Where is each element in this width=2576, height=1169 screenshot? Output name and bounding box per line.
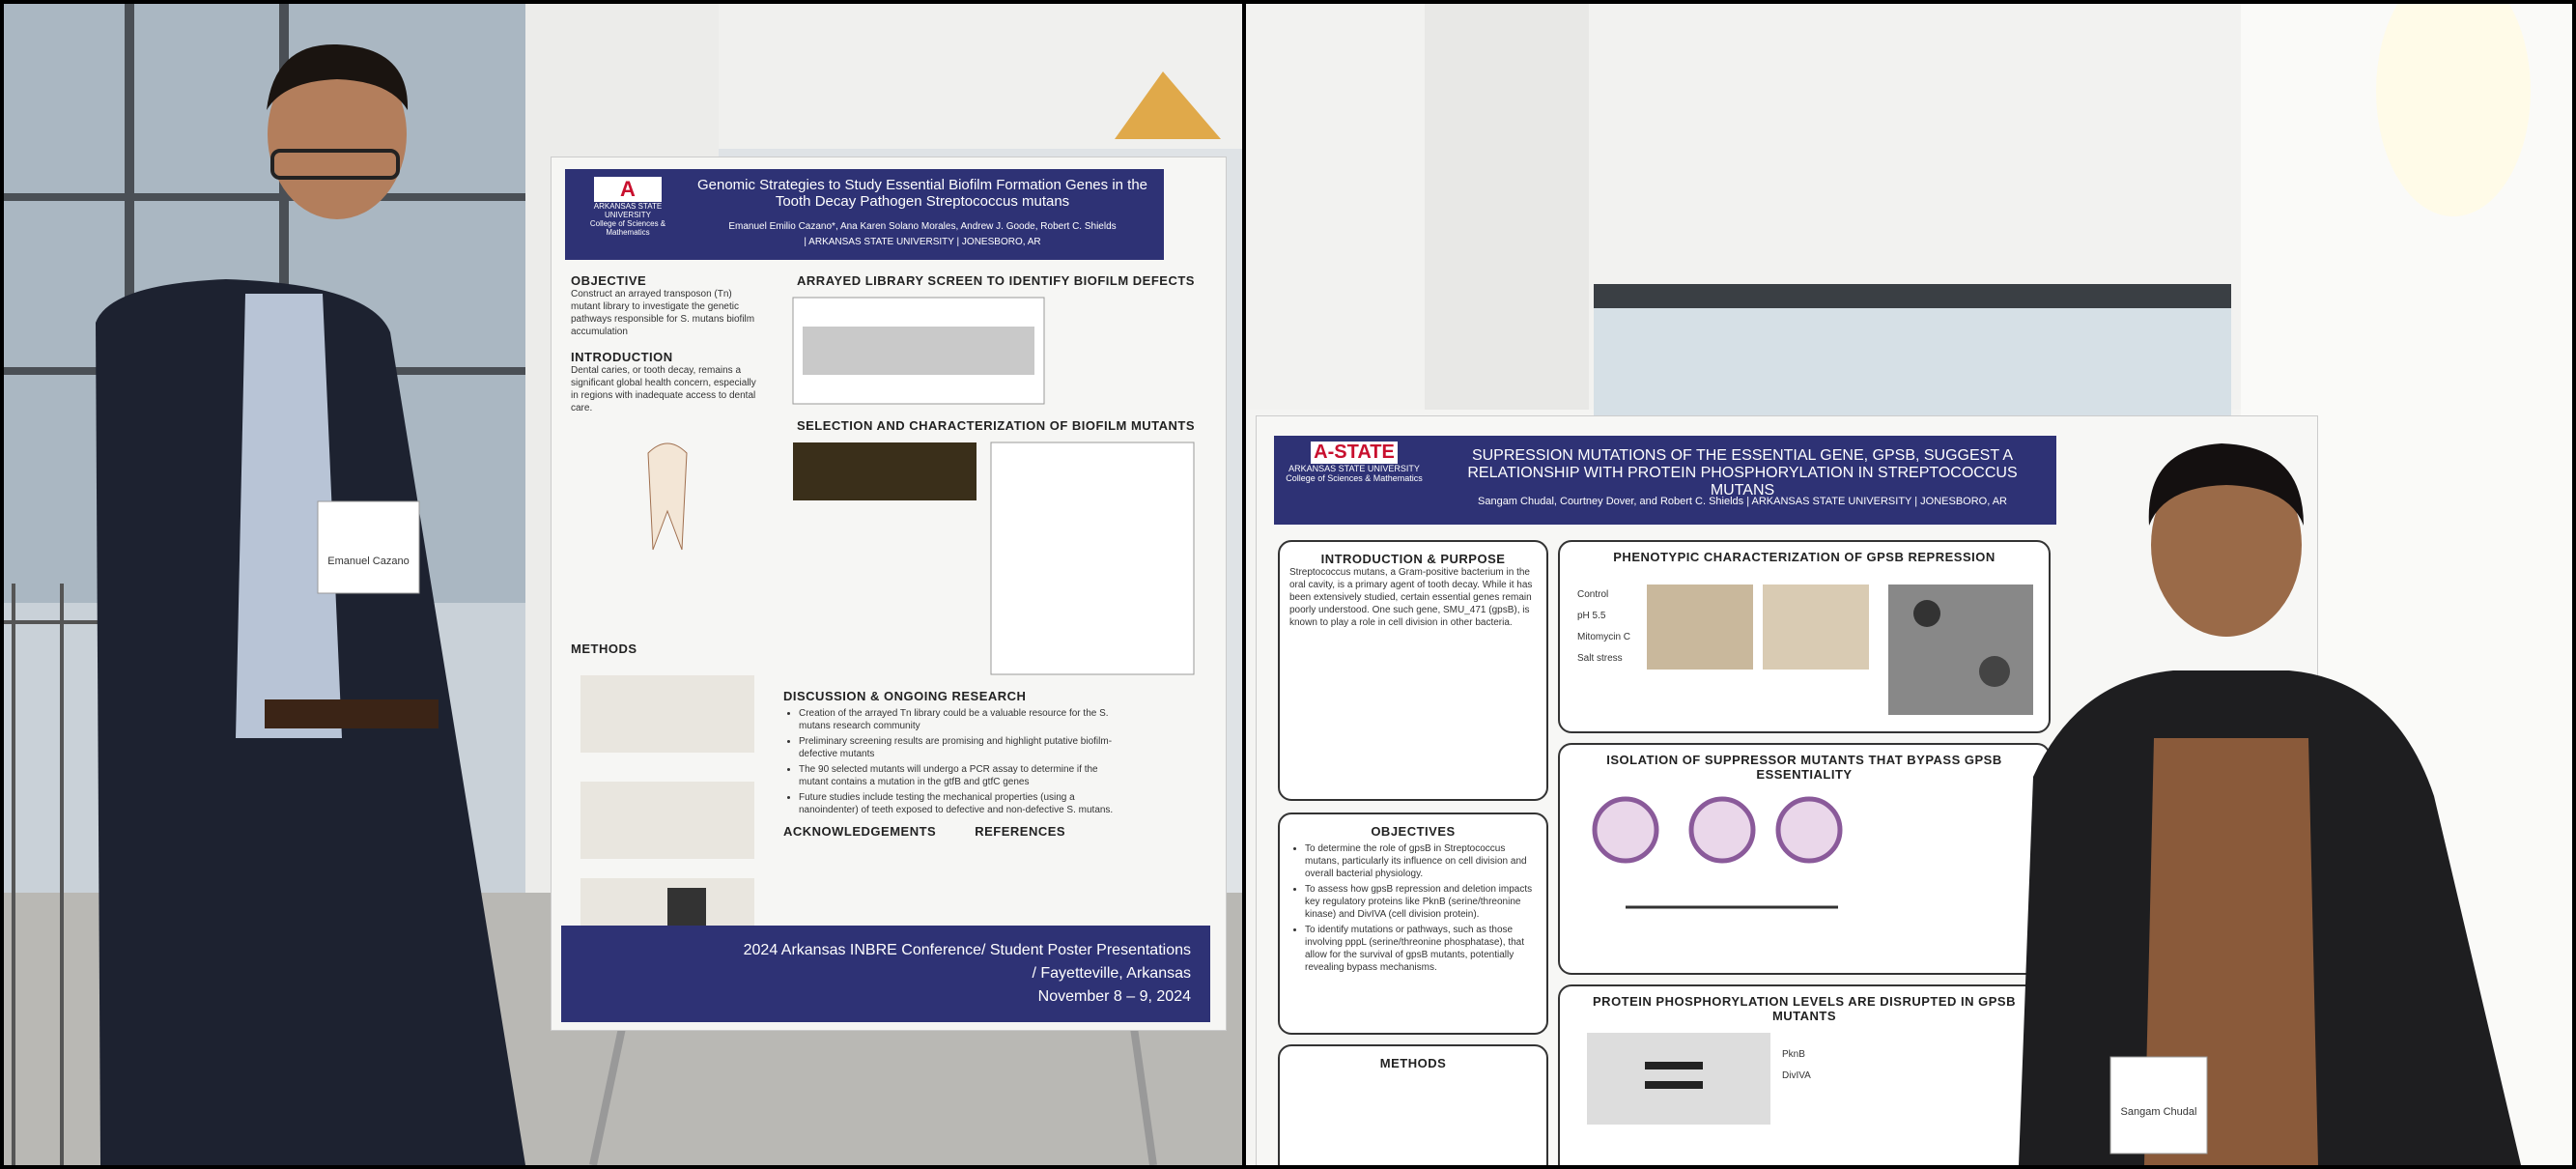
- methods-box: METHODS: [1278, 1044, 1548, 1165]
- row-label: Control: [1577, 589, 1609, 600]
- row-label: Mitomycin C: [1577, 632, 1631, 642]
- poster-header: A ARKANSAS STATE UNIVERSITY College of S…: [565, 169, 1164, 260]
- section-heading: DISCUSSION & ONGOING RESEARCH: [783, 689, 1027, 703]
- objectives-list: To determine the role of gpsB in Strepto…: [1289, 842, 1537, 974]
- discussion-item: Future studies include testing the mecha…: [799, 791, 1118, 816]
- tooth-figure: [647, 442, 688, 551]
- row-label: pH 5.5: [1577, 611, 1606, 621]
- badge-name: Emanuel Cazano: [327, 556, 410, 567]
- left-photo: Emanuel Cazano A ARKANSAS STATE UNIVERSI…: [4, 4, 1242, 1165]
- poster-authors: Sangam Chudal, Courtney Dover, and Rober…: [1478, 496, 1744, 507]
- section-text: Construct an arrayed transposon (Tn) mut…: [571, 289, 755, 337]
- objective-item: To assess how gpsB repression and deleti…: [1305, 883, 1537, 921]
- section-heading: PROTEIN PHOSPHORYLATION LEVELS ARE DISRU…: [1593, 994, 2016, 1023]
- right-photo: A-STATE ARKANSAS STATE UNIVERSITY Colleg…: [1246, 4, 2572, 1165]
- logo-college: College of Sciences & Mathematics: [589, 219, 666, 237]
- right-column: ARRAYED LIBRARY SCREEN TO IDENTIFY BIOFI…: [783, 273, 1208, 839]
- section-heading: ACKNOWLEDGEMENTS: [783, 824, 937, 839]
- discussion-list: Creation of the arrayed Tn library could…: [783, 707, 1118, 816]
- isolation-box: ISOLATION OF SUPPRESSOR MUTANTS THAT BYP…: [1558, 743, 2051, 975]
- objectives-box: OBJECTIVES To determine the role of gpsB…: [1278, 813, 1548, 1035]
- logo-mark: A: [594, 177, 662, 202]
- band-label: PknB: [1782, 1049, 1805, 1060]
- footer-line: 2024 Arkansas INBRE Conference/ Student …: [743, 942, 1191, 958]
- phenotypic-figure: [1647, 584, 2033, 715]
- row-label: Salt stress: [1577, 653, 1623, 664]
- poster-affiliation: | ARKANSAS STATE UNIVERSITY | JONESBORO,…: [1746, 496, 2007, 507]
- poster: A ARKANSAS STATE UNIVERSITY College of S…: [551, 157, 1227, 1031]
- section-heading: METHODS: [1379, 1056, 1447, 1070]
- section-heading: REFERENCES: [975, 824, 1066, 839]
- poster-title: Genomic Strategies to Study Essential Bi…: [696, 177, 1148, 210]
- logo-university: ARKANSAS STATE UNIVERSITY: [593, 202, 663, 219]
- logo-mark: A-STATE: [1311, 442, 1398, 464]
- logo: A-STATE ARKANSAS STATE UNIVERSITY Colleg…: [1282, 442, 1427, 483]
- poster-header: A-STATE ARKANSAS STATE UNIVERSITY Colleg…: [1274, 436, 2056, 525]
- section-heading: INTRODUCTION & PURPOSE: [1320, 552, 1506, 566]
- section-text: Dental caries, or tooth decay, remains a…: [571, 365, 756, 413]
- objective-item: To determine the role of gpsB in Strepto…: [1305, 842, 1537, 880]
- section-text: Streptococcus mutans, a Gram-positive ba…: [1289, 567, 1533, 628]
- western-blot: [1587, 1033, 1770, 1125]
- discussion-item: The 90 selected mutants will undergo a P…: [799, 763, 1118, 788]
- footer-line: / Fayetteville, Arkansas: [1032, 965, 1191, 982]
- right-person: [2019, 443, 2521, 1165]
- poster-authors: Emanuel Emilio Cazano*, Ana Karen Solano…: [728, 221, 1117, 232]
- section-heading: OBJECTIVE: [571, 273, 647, 288]
- bottom-headings: ACKNOWLEDGEMENTS REFERENCES: [783, 824, 1208, 839]
- band-label: DivIVA: [1782, 1070, 1811, 1081]
- intro-box: INTRODUCTION & PURPOSE Streptococcus mut…: [1278, 540, 1548, 801]
- poster-footer: 2024 Arkansas INBRE Conference/ Student …: [561, 926, 1210, 1022]
- phenotypic-box: PHENOTYPIC CHARACTERIZATION OF GPSB REPR…: [1558, 540, 2051, 733]
- footer-line: November 8 – 9, 2024: [1037, 988, 1191, 1005]
- poster-affiliation: | ARKANSAS STATE UNIVERSITY | JONESBORO,…: [804, 237, 1041, 247]
- methods-figure: [580, 675, 754, 946]
- discussion-item: Preliminary screening results are promis…: [799, 735, 1118, 760]
- selection-figure: [793, 442, 1195, 675]
- section-heading: ARRAYED LIBRARY SCREEN TO IDENTIFY BIOFI…: [797, 273, 1195, 288]
- logo-college: College of Sciences & Mathematics: [1286, 473, 1423, 483]
- poster: A-STATE ARKANSAS STATE UNIVERSITY Colleg…: [1256, 415, 2318, 1165]
- screen-figure: [792, 297, 1045, 405]
- logo: A ARKANSAS STATE UNIVERSITY College of S…: [575, 177, 681, 237]
- logo-university: ARKANSAS STATE UNIVERSITY: [1288, 464, 1420, 473]
- objective-item: To identify mutations or pathways, such …: [1305, 924, 1537, 974]
- badge-name: Sangam Chudal: [2120, 1106, 2197, 1118]
- isolation-figure: [1592, 796, 1843, 909]
- left-column: OBJECTIVE Construct an arrayed transposo…: [571, 273, 764, 970]
- poster-title: SUPRESSION MUTATIONS OF THE ESSENTIAL GE…: [1467, 447, 2018, 499]
- discussion-item: Creation of the arrayed Tn library could…: [799, 707, 1118, 732]
- section-heading: INTRODUCTION: [571, 350, 673, 364]
- poster-byline: Sangam Chudal, Courtney Dover, and Rober…: [1438, 496, 2047, 507]
- phosphorylation-box: PROTEIN PHOSPHORYLATION LEVELS ARE DISRU…: [1558, 984, 2051, 1165]
- section-heading: ISOLATION OF SUPPRESSOR MUTANTS THAT BYP…: [1606, 753, 2002, 782]
- section-heading: METHODS: [571, 642, 637, 656]
- section-heading: OBJECTIVES: [1371, 824, 1456, 839]
- section-heading: PHENOTYPIC CHARACTERIZATION OF GPSB REPR…: [1613, 550, 1996, 564]
- section-heading: SELECTION AND CHARACTERIZATION OF BIOFIL…: [796, 418, 1196, 433]
- band-labels: PknB DivIVA: [1782, 1044, 1811, 1087]
- row-labels: Control pH 5.5 Mitomycin C Salt stress: [1577, 584, 1630, 670]
